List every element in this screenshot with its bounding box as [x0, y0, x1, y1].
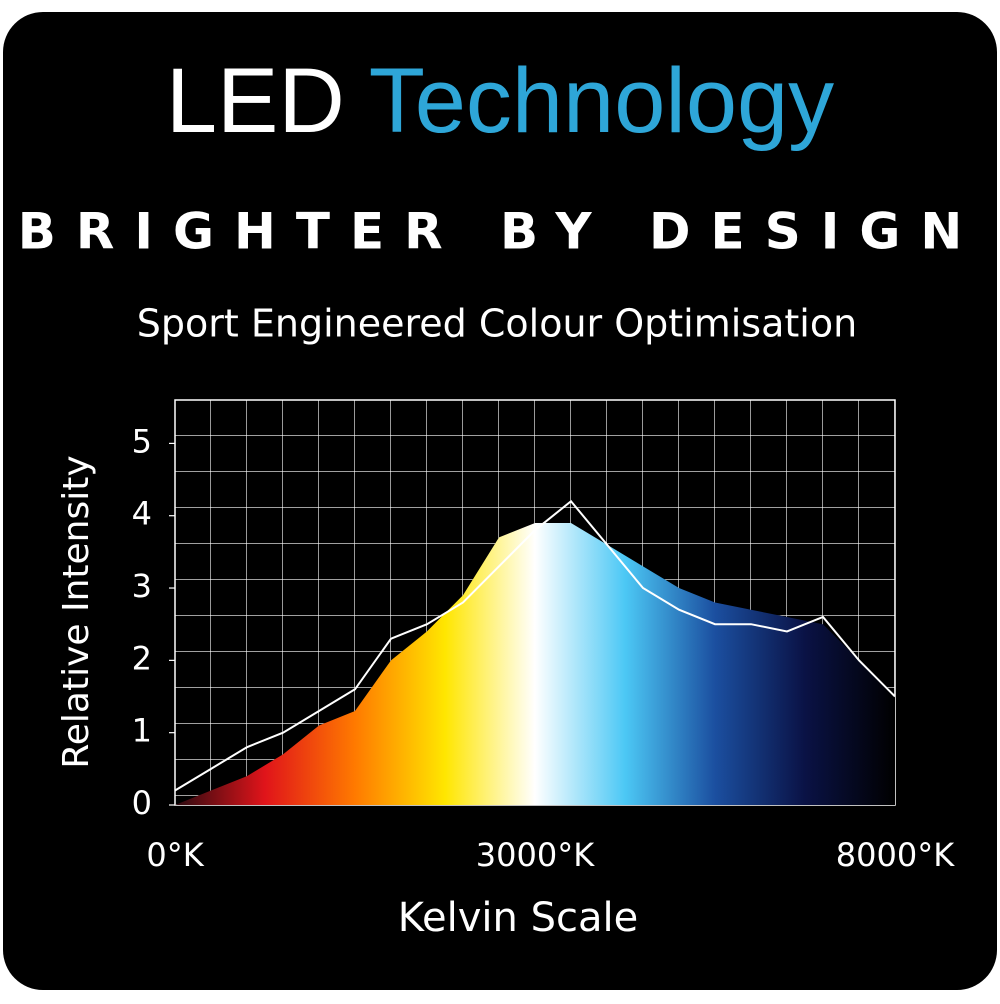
y-tick-label: 5: [132, 422, 152, 460]
y-tick-label: 0: [132, 784, 152, 822]
y-axis-label: Relative Intensity: [56, 455, 97, 768]
y-tick-label: 1: [132, 712, 152, 750]
y-tick-label: 3: [132, 567, 152, 605]
y-tick-label: 4: [132, 495, 152, 533]
spectrum-area: [175, 522, 895, 805]
title-blue: Technology: [369, 50, 834, 152]
x-tick-label: 8000°K: [836, 836, 955, 874]
y-tick-label: 2: [132, 639, 152, 677]
x-tick-label: 3000°K: [476, 836, 595, 874]
reference-line: [174, 499, 896, 792]
x-axis-label: Kelvin Scale: [398, 895, 638, 941]
x-tick-label: 0°K: [146, 836, 204, 874]
title: LED Technology: [166, 50, 834, 152]
subtitle: Sport Engineered Colour Optimisation: [137, 302, 857, 346]
title-white: LED: [166, 50, 345, 152]
tagline: BRIGHTER BY DESIGN: [18, 203, 982, 261]
